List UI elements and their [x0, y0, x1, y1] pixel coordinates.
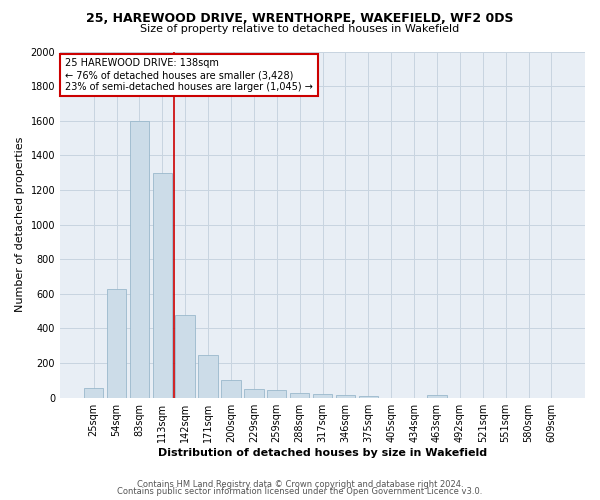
Bar [427, 395, 446, 398]
Bar [130, 120, 149, 398]
Bar [313, 394, 332, 398]
Bar [290, 393, 310, 398]
X-axis label: Distribution of detached houses by size in Wakefield: Distribution of detached houses by size … [158, 448, 487, 458]
Bar [199, 355, 218, 398]
Text: Contains public sector information licensed under the Open Government Licence v3: Contains public sector information licen… [118, 487, 482, 496]
Text: 25 HAREWOOD DRIVE: 138sqm
← 76% of detached houses are smaller (3,428)
23% of se: 25 HAREWOOD DRIVE: 138sqm ← 76% of detac… [65, 58, 313, 92]
Bar [175, 314, 195, 398]
Text: Contains HM Land Registry data © Crown copyright and database right 2024.: Contains HM Land Registry data © Crown c… [137, 480, 463, 489]
Bar [244, 388, 263, 398]
Text: Size of property relative to detached houses in Wakefield: Size of property relative to detached ho… [140, 24, 460, 34]
Bar [84, 388, 103, 398]
Bar [359, 396, 378, 398]
Text: 25, HAREWOOD DRIVE, WRENTHORPE, WAKEFIELD, WF2 0DS: 25, HAREWOOD DRIVE, WRENTHORPE, WAKEFIEL… [86, 12, 514, 26]
Bar [267, 390, 286, 398]
Bar [221, 380, 241, 398]
Y-axis label: Number of detached properties: Number of detached properties [15, 137, 25, 312]
Bar [335, 395, 355, 398]
Bar [107, 288, 126, 398]
Bar [152, 172, 172, 398]
